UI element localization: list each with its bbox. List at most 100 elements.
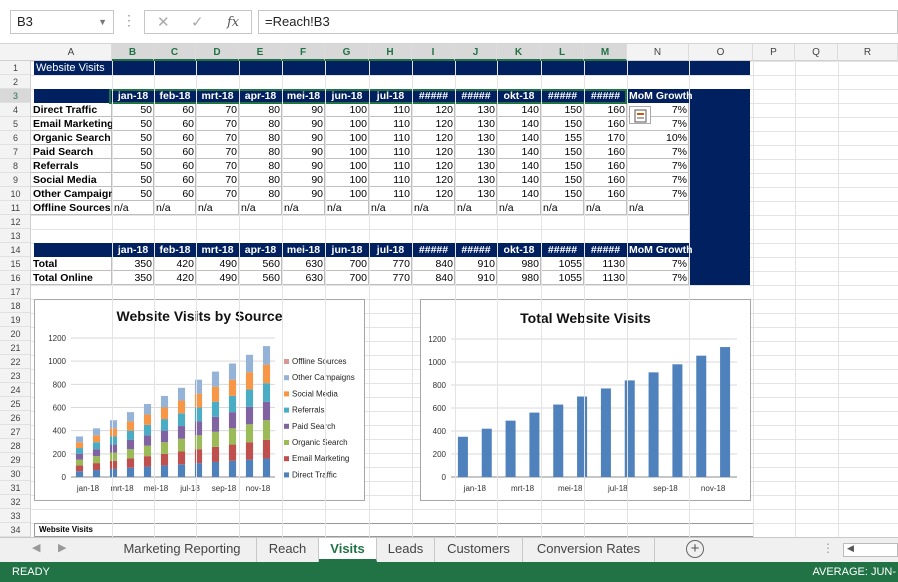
row-label[interactable]: Paid Search bbox=[33, 146, 94, 158]
data-cell[interactable]: 910 bbox=[477, 258, 495, 270]
data-cell[interactable]: 140 bbox=[521, 160, 539, 172]
month-header[interactable]: ##### bbox=[547, 244, 578, 256]
data-cell[interactable]: 910 bbox=[477, 272, 495, 284]
data-cell[interactable]: 155 bbox=[564, 132, 582, 144]
data-cell[interactable]: 80 bbox=[268, 132, 280, 144]
data-cell[interactable]: 60 bbox=[182, 160, 194, 172]
data-cell[interactable]: 140 bbox=[521, 104, 539, 116]
data-cell[interactable]: 630 bbox=[305, 258, 323, 270]
data-cell[interactable]: n/a bbox=[586, 202, 601, 214]
row-header-9[interactable]: 9 bbox=[0, 173, 30, 187]
data-cell[interactable]: 840 bbox=[435, 258, 453, 270]
data-cell[interactable]: 90 bbox=[311, 118, 323, 130]
data-cell[interactable]: 100 bbox=[349, 104, 367, 116]
month-header[interactable]: apr-18 bbox=[244, 244, 277, 256]
data-cell[interactable]: 150 bbox=[564, 104, 582, 116]
scroll-left-icon[interactable]: ◀ bbox=[847, 543, 854, 553]
month-header[interactable]: ##### bbox=[418, 90, 449, 102]
month-header[interactable]: jun-18 bbox=[331, 90, 363, 102]
column-header-a[interactable]: A bbox=[31, 44, 112, 61]
data-cell[interactable]: 100 bbox=[349, 146, 367, 158]
quick-analysis-button[interactable] bbox=[629, 106, 651, 124]
month-header[interactable]: ##### bbox=[461, 244, 491, 256]
data-cell[interactable]: 980 bbox=[521, 272, 539, 284]
growth-header[interactable]: MoM Growth bbox=[629, 90, 693, 102]
data-cell[interactable]: 140 bbox=[521, 174, 539, 186]
row-label[interactable]: Organic Search bbox=[33, 132, 111, 144]
data-cell[interactable]: 150 bbox=[564, 146, 582, 158]
data-cell[interactable]: 70 bbox=[225, 104, 237, 116]
data-cell[interactable]: 420 bbox=[176, 272, 194, 284]
growth-cell[interactable]: 7% bbox=[671, 160, 687, 172]
growth-cell[interactable]: 7% bbox=[671, 118, 687, 130]
data-cell[interactable]: 70 bbox=[225, 118, 237, 130]
data-cell[interactable]: 770 bbox=[392, 272, 410, 284]
data-cell[interactable]: 80 bbox=[268, 146, 280, 158]
data-cell[interactable]: 170 bbox=[607, 132, 625, 144]
month-header[interactable]: ##### bbox=[590, 244, 621, 256]
column-header-j[interactable]: J bbox=[455, 44, 497, 61]
growth-header[interactable]: MoM Growth bbox=[629, 244, 693, 256]
data-cell[interactable]: 70 bbox=[225, 146, 237, 158]
data-cell[interactable]: 100 bbox=[349, 132, 367, 144]
data-cell[interactable]: 1055 bbox=[558, 272, 582, 284]
data-cell[interactable]: n/a bbox=[499, 202, 514, 214]
data-cell[interactable]: 160 bbox=[607, 160, 625, 172]
confirm-icon[interactable]: ✓ bbox=[191, 14, 204, 31]
column-header-o[interactable]: O bbox=[689, 44, 753, 61]
cancel-icon[interactable]: ✕ bbox=[157, 14, 170, 31]
column-header-n[interactable]: N bbox=[627, 44, 689, 61]
data-cell[interactable]: 120 bbox=[435, 118, 453, 130]
data-cell[interactable]: 120 bbox=[435, 132, 453, 144]
data-cell[interactable]: 350 bbox=[134, 258, 152, 270]
data-cell[interactable]: 490 bbox=[219, 258, 237, 270]
data-cell[interactable]: 90 bbox=[311, 146, 323, 158]
data-cell[interactable]: 130 bbox=[477, 174, 495, 186]
data-cell[interactable]: 140 bbox=[521, 132, 539, 144]
row-header-6[interactable]: 6 bbox=[0, 131, 30, 145]
row-header-18[interactable]: 18 bbox=[0, 299, 30, 313]
data-cell[interactable]: 50 bbox=[140, 146, 152, 158]
worksheet-grid[interactable]: Website Visits jan-18 feb-18 mrt-18 apr-18 m… bbox=[31, 61, 898, 537]
row-header-29[interactable]: 29 bbox=[0, 453, 30, 467]
add-sheet-icon[interactable]: + bbox=[686, 540, 704, 558]
column-header-h[interactable]: H bbox=[369, 44, 412, 61]
data-cell[interactable]: 80 bbox=[268, 174, 280, 186]
chart-visits-by-source[interactable]: 0 200 400 600 800 1000 1200 jan-18 mrt-18 mei-18 j… bbox=[34, 299, 365, 501]
next-sheet-icon[interactable]: ▶ bbox=[58, 542, 67, 554]
data-cell[interactable]: 130 bbox=[477, 132, 495, 144]
month-header[interactable]: mrt-18 bbox=[201, 90, 234, 102]
data-cell[interactable]: n/a bbox=[457, 202, 472, 214]
month-header[interactable]: jun-18 bbox=[331, 244, 363, 256]
data-cell[interactable]: 130 bbox=[477, 160, 495, 172]
data-cell[interactable]: 140 bbox=[521, 118, 539, 130]
row-header-19[interactable]: 19 bbox=[0, 313, 30, 327]
data-cell[interactable]: 160 bbox=[607, 118, 625, 130]
data-cell[interactable]: 80 bbox=[268, 160, 280, 172]
data-cell[interactable]: n/a bbox=[114, 202, 129, 214]
data-cell[interactable]: 120 bbox=[435, 174, 453, 186]
data-cell[interactable]: 700 bbox=[349, 272, 367, 284]
data-cell[interactable]: 120 bbox=[435, 188, 453, 200]
prev-sheet-icon[interactable]: ◀ bbox=[32, 542, 41, 554]
row-header-13[interactable]: 13 bbox=[0, 229, 30, 243]
formula-input[interactable]: =Reach!B3 bbox=[258, 10, 898, 34]
selection-range[interactable] bbox=[109, 89, 627, 104]
data-cell[interactable]: 90 bbox=[311, 160, 323, 172]
data-cell[interactable]: 90 bbox=[311, 104, 323, 116]
month-header[interactable]: mei-18 bbox=[286, 90, 321, 102]
data-cell[interactable]: 50 bbox=[140, 160, 152, 172]
data-cell[interactable]: 120 bbox=[435, 160, 453, 172]
month-header[interactable]: mei-18 bbox=[286, 244, 321, 256]
row-header-32[interactable]: 32 bbox=[0, 495, 30, 509]
data-cell[interactable]: 70 bbox=[225, 188, 237, 200]
month-header[interactable]: ##### bbox=[418, 244, 449, 256]
growth-cell[interactable]: 7% bbox=[671, 272, 687, 284]
data-cell[interactable]: n/a bbox=[241, 202, 256, 214]
function-icon[interactable]: fx bbox=[227, 15, 240, 30]
name-box[interactable]: B3 ▼ bbox=[10, 10, 114, 34]
row-label[interactable]: Other Campaigns bbox=[33, 188, 112, 200]
data-cell[interactable]: n/a bbox=[327, 202, 342, 214]
data-cell[interactable]: 60 bbox=[182, 132, 194, 144]
row-header-31[interactable]: 31 bbox=[0, 481, 30, 495]
